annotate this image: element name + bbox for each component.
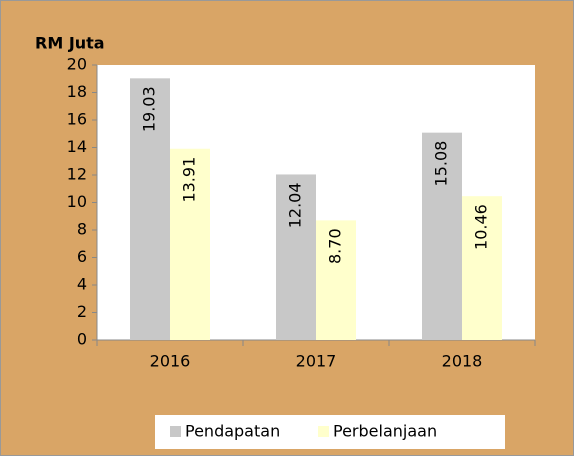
y-tick-label: 0	[77, 330, 87, 349]
y-tick-label: 16	[67, 110, 87, 129]
y-tick-label: 12	[67, 165, 87, 184]
data-label: 13.91	[180, 157, 199, 203]
bar	[170, 148, 210, 340]
legend-swatch	[170, 426, 181, 437]
y-tick-label: 10	[67, 192, 87, 211]
y-tick-label: 6	[77, 247, 87, 266]
data-label: 19.03	[140, 86, 159, 132]
y-axis-title: RM Juta	[35, 34, 105, 53]
data-label: 12.04	[286, 182, 305, 228]
y-tick-label: 8	[77, 220, 87, 239]
x-tick-label: 2017	[296, 352, 337, 371]
legend-label: Pendapatan	[185, 422, 280, 441]
y-tick-label: 18	[67, 82, 87, 101]
legend	[155, 415, 505, 449]
data-label: 8.70	[326, 228, 345, 264]
bar	[276, 174, 316, 340]
legend-swatch	[318, 426, 329, 437]
y-tick-label: 14	[67, 137, 87, 156]
y-tick-label: 4	[77, 275, 87, 294]
bar	[316, 220, 356, 340]
x-tick-label: 2018	[442, 352, 483, 371]
legend-label: Perbelanjaan	[333, 422, 437, 441]
x-tick-label: 2016	[150, 352, 191, 371]
bar	[422, 132, 462, 340]
bar	[462, 196, 502, 340]
data-label: 10.46	[472, 204, 491, 250]
y-tick-label: 20	[67, 55, 87, 74]
y-tick-label: 2	[77, 302, 87, 321]
bar	[130, 78, 170, 341]
data-label: 15.08	[432, 141, 451, 187]
